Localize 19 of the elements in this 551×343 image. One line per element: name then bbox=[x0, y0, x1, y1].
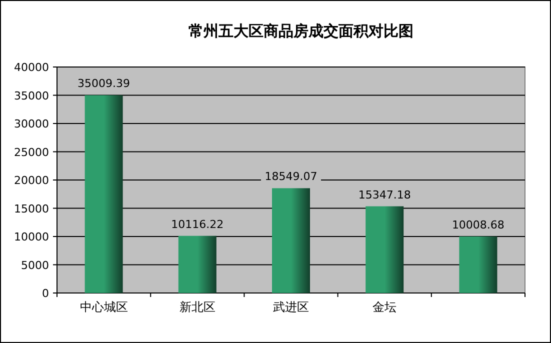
y-tick-label: 30000 bbox=[14, 118, 49, 130]
data-label: 10116.22 bbox=[171, 218, 224, 231]
x-tick-label: 新北区 bbox=[179, 300, 216, 314]
y-tick-label: 40000 bbox=[14, 61, 49, 74]
x-tick-label: 金坛 bbox=[372, 300, 397, 314]
data-label: 15347.18 bbox=[358, 188, 411, 202]
y-tick-label: 35000 bbox=[14, 89, 49, 102]
y-tick-label: 25000 bbox=[14, 146, 49, 159]
y-tick-label: 5000 bbox=[21, 258, 49, 272]
title: 常州五大区商品房成交面积对比图 bbox=[188, 22, 414, 40]
x-tick-label: 武进区 bbox=[273, 300, 309, 314]
y-tick-label: 10000 bbox=[14, 230, 49, 244]
data-label: 10008.68 bbox=[452, 218, 504, 232]
y-tick-label: 20000 bbox=[14, 174, 49, 187]
y-tick-label: 0 bbox=[42, 287, 49, 300]
data-label: 18549.07 bbox=[264, 170, 318, 184]
data-label: 35009.39 bbox=[78, 77, 130, 90]
y-tick-label: 15000 bbox=[14, 202, 49, 216]
x-tick-label: 中心城区 bbox=[80, 300, 128, 314]
